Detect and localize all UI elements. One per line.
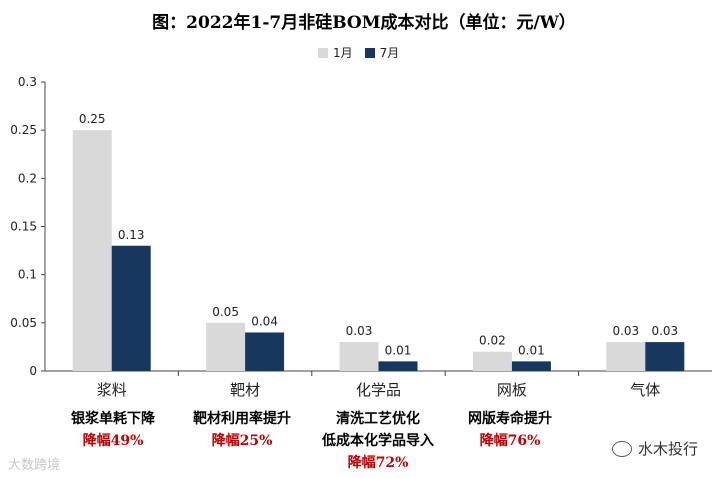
bar-jul bbox=[245, 332, 285, 371]
x-category-label: 靶材 bbox=[230, 381, 260, 399]
x-category-label: 网板 bbox=[497, 381, 527, 399]
bar-jan bbox=[339, 342, 379, 371]
y-tick-label: 0.15 bbox=[10, 220, 37, 234]
note-screen: 网版寿命提升 降幅76% bbox=[442, 408, 578, 452]
watermark-left: 大数跨境 bbox=[8, 458, 61, 473]
note-target: 靶材利用率提升 降幅25% bbox=[173, 408, 311, 452]
bar-jul bbox=[645, 342, 685, 371]
note-target-drop: 降幅25% bbox=[211, 433, 273, 449]
data-label-jan: 0.02 bbox=[479, 334, 506, 348]
legend-item-jan: 1月 bbox=[318, 44, 353, 61]
data-label-jul: 0.01 bbox=[385, 343, 412, 357]
bar-jan bbox=[72, 130, 112, 371]
data-label-jan: 0.03 bbox=[612, 324, 639, 338]
bar-jan bbox=[606, 342, 646, 371]
x-category-label: 化学品 bbox=[356, 381, 401, 399]
legend-swatch-jan bbox=[318, 47, 328, 58]
legend: 1月 7月 bbox=[318, 44, 411, 61]
legend-label-jan: 1月 bbox=[333, 46, 353, 60]
note-screen-text: 网版寿命提升 bbox=[468, 411, 552, 427]
chart-title: 图：2022年1-7月非硅BOM成本对比（单位：元/W） bbox=[152, 13, 576, 33]
note-target-text: 靶材利用率提升 bbox=[193, 411, 291, 427]
note-slurry: 银浆单耗下降 降幅49% bbox=[48, 408, 178, 452]
wechat-icon bbox=[611, 440, 632, 457]
y-tick-label: 0 bbox=[29, 364, 37, 378]
y-tick-label: 0.1 bbox=[18, 268, 37, 282]
data-label-jan: 0.25 bbox=[79, 112, 106, 126]
legend-swatch-jul bbox=[364, 47, 375, 58]
note-chemicals-text1: 清洗工艺优化 bbox=[336, 411, 420, 427]
legend-label-jul: 7月 bbox=[379, 46, 400, 60]
bar-jan bbox=[472, 351, 512, 371]
data-label-jul: 0.03 bbox=[651, 324, 678, 338]
data-label-jul: 0.13 bbox=[118, 228, 145, 242]
data-label-jul: 0.04 bbox=[251, 314, 278, 328]
legend-item-jul: 7月 bbox=[364, 44, 400, 61]
watermark-right-text: 水木投行 bbox=[637, 440, 698, 458]
y-tick-label: 0.3 bbox=[18, 75, 37, 89]
x-category-label: 气体 bbox=[630, 381, 660, 399]
bar-jul bbox=[378, 361, 418, 371]
bar-jul bbox=[511, 361, 551, 371]
data-label-jul: 0.01 bbox=[518, 343, 545, 357]
y-tick-label: 0.05 bbox=[10, 316, 37, 330]
watermark-right: 水木投行 bbox=[611, 438, 698, 459]
y-tick-label: 0.2 bbox=[18, 171, 37, 185]
data-label-jan: 0.03 bbox=[346, 324, 373, 338]
note-slurry-drop: 降幅49% bbox=[82, 433, 144, 449]
y-tick-label: 0.25 bbox=[10, 123, 37, 137]
x-category-label: 浆料 bbox=[97, 381, 127, 399]
bar-jan bbox=[206, 322, 246, 371]
note-chemicals-drop: 降幅72% bbox=[347, 455, 409, 471]
bar-jul bbox=[111, 245, 151, 371]
note-slurry-text: 银浆单耗下降 bbox=[71, 411, 155, 427]
note-chemicals-text2: 低成本化学品导入 bbox=[322, 433, 434, 449]
note-screen-drop: 降幅76% bbox=[479, 433, 541, 449]
note-chemicals: 清洗工艺优化 低成本化学品导入 降幅72% bbox=[300, 408, 456, 474]
data-label-jan: 0.05 bbox=[212, 305, 239, 319]
